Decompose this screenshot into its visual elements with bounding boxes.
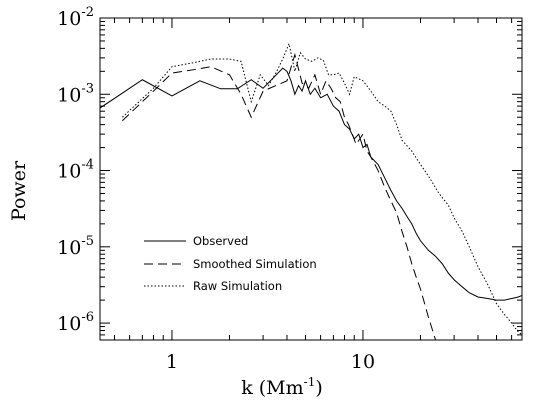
legend-label: Raw Simulation	[193, 279, 282, 293]
x-tick-labels: 1 10	[166, 351, 375, 373]
series-layer	[100, 42, 522, 340]
y-tick-labels: 10-6 10-5 10-4 10-3 10-2	[57, 5, 94, 335]
y-tick-label: 10-3	[57, 81, 94, 106]
y-tick-label: 10-2	[57, 5, 94, 30]
legend-label: Smoothed Simulation	[193, 257, 317, 271]
y-axis-title: Power	[8, 160, 30, 221]
series-line-2	[122, 52, 437, 340]
series-line-1	[100, 67, 522, 301]
axis-ticks	[100, 17, 522, 341]
y-tick-label: 10-6	[57, 310, 94, 335]
plot-frame	[99, 17, 523, 341]
x-axis-title-close: )	[315, 377, 322, 399]
y-tick-label: 10-4	[57, 158, 94, 183]
x-tick-label: 1	[166, 351, 178, 373]
x-axis-title-sup: -1	[304, 375, 316, 389]
legend-label: Observed	[193, 234, 248, 248]
x-axis-title-main: k (Mm	[241, 377, 303, 399]
x-axis-title: k (Mm-1)	[241, 375, 323, 399]
y-tick-label: 10-5	[57, 234, 94, 259]
x-tick-label: 10	[351, 351, 375, 373]
series-line-3	[122, 42, 522, 336]
legend: Observed Smoothed Simulation Raw Simulatio…	[144, 234, 317, 293]
